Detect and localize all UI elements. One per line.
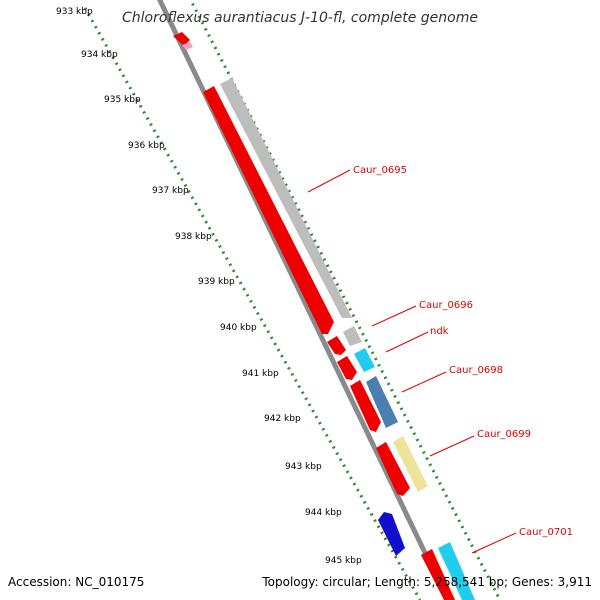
gene-small-top[interactable] — [173, 32, 190, 46]
tick-label: 945 kbp — [325, 556, 362, 566]
gene-red-5[interactable] — [376, 442, 410, 496]
label-line-caur-0698 — [401, 371, 447, 393]
tick-label: 943 kbp — [285, 462, 322, 472]
gene-pink-top[interactable] — [182, 42, 193, 50]
gene-caur-0695[interactable] — [203, 86, 334, 334]
gene-caur-0695-grey[interactable] — [220, 78, 352, 318]
tick-label: 935 kbp — [104, 95, 141, 105]
tick-label: 936 kbp — [128, 141, 165, 151]
gene-caur-0698[interactable] — [366, 376, 398, 428]
backbone — [157, 0, 451, 600]
tick-label: 944 kbp — [305, 508, 342, 518]
gene-ndk[interactable] — [354, 348, 375, 372]
label-line-caur-0699 — [429, 435, 475, 457]
gene-red-6[interactable] — [421, 549, 455, 600]
genome-title: Chloroflexus aurantiacus J-10-fl, comple… — [122, 10, 478, 26]
accession-text: Accession: NC_010175 — [8, 575, 145, 589]
gene-red-3[interactable] — [337, 356, 357, 380]
gene-red-2[interactable] — [327, 336, 346, 355]
label-line-caur-0695 — [307, 169, 351, 193]
label-line-caur-0696 — [371, 305, 417, 327]
gene-red-4[interactable] — [350, 380, 381, 432]
tick-label: 938 kbp — [175, 232, 212, 242]
gene-caur-0696[interactable] — [343, 326, 362, 346]
gene-label-caur-0699[interactable]: Caur_0699 — [477, 429, 531, 440]
outer-ruler — [188, 0, 502, 600]
gene-caur-0701[interactable] — [438, 542, 475, 600]
label-line-caur-0701 — [471, 532, 517, 554]
gene-caur-0699[interactable] — [393, 436, 428, 492]
topology-text: Topology: circular; Length: 5,258,541 bp… — [262, 575, 592, 589]
label-line-ndk — [385, 331, 429, 353]
gene-label-ndk[interactable]: ndk — [430, 326, 449, 337]
tick-label: 939 kbp — [198, 277, 235, 287]
gene-label-caur-0695[interactable]: Caur_0695 — [353, 165, 407, 176]
tick-label: 941 kbp — [242, 369, 279, 379]
gene-label-caur-0696[interactable]: Caur_0696 — [419, 300, 473, 311]
inner-ruler — [83, 7, 422, 600]
tick-label: 933 kbp — [56, 7, 93, 17]
tick-label: 934 kbp — [81, 50, 118, 60]
tick-label: 937 kbp — [152, 186, 189, 196]
gene-label-caur-0701[interactable]: Caur_0701 — [519, 527, 573, 538]
tick-label: 942 kbp — [264, 414, 301, 424]
gene-blue[interactable] — [378, 512, 405, 556]
gene-label-caur-0698[interactable]: Caur_0698 — [449, 365, 503, 376]
tick-label: 940 kbp — [220, 323, 257, 333]
